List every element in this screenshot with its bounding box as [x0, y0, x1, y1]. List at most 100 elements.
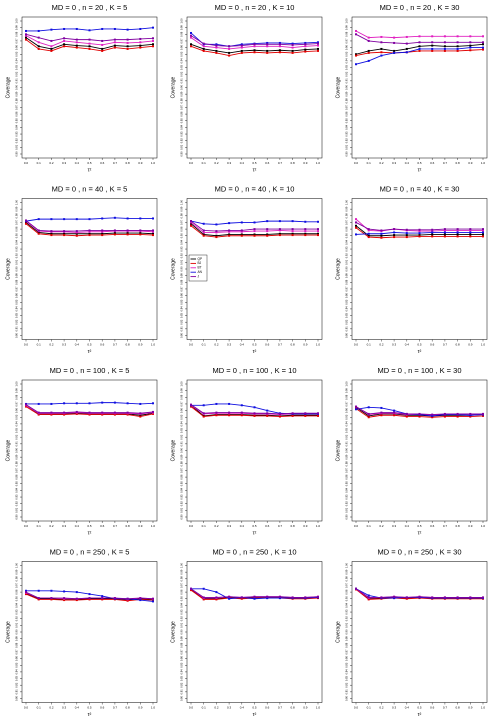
point — [317, 42, 319, 45]
point — [113, 413, 116, 416]
point — [215, 598, 218, 601]
y-tick-label: 0.95 — [15, 233, 19, 239]
y-tick-label: 0.88 — [180, 279, 184, 285]
y-tick-label: 0.85 — [180, 299, 184, 305]
point — [443, 412, 446, 415]
point — [482, 41, 484, 44]
point — [25, 219, 27, 222]
y-tick-label: 0.93 — [345, 427, 349, 433]
point — [152, 37, 154, 40]
y-tick-label: 0.99 — [345, 206, 349, 212]
panel: MD = 0 , n = 40 , K = 50.800.810.820.830… — [5, 184, 158, 355]
point — [63, 45, 66, 48]
y-tick-label: 0.82 — [345, 319, 349, 325]
point — [456, 233, 459, 236]
point — [152, 410, 154, 413]
point — [355, 221, 357, 224]
point — [266, 234, 269, 237]
x-tick-label: 0.6 — [430, 524, 435, 528]
y-tick-label: 0.91 — [180, 259, 184, 265]
point — [253, 43, 256, 46]
point — [88, 413, 91, 416]
y-tick-label: 0.98 — [15, 394, 19, 400]
point — [355, 587, 357, 590]
x-axis-label: τ² — [418, 712, 422, 718]
point — [88, 47, 91, 50]
y-tick-label: 0.86 — [180, 111, 184, 117]
point — [266, 49, 269, 52]
point — [152, 217, 154, 220]
x-tick-label: 0.8 — [456, 161, 461, 165]
point — [443, 45, 446, 48]
point — [367, 234, 370, 237]
y-tick-label: 0.80 — [180, 695, 184, 701]
point — [291, 49, 294, 52]
point — [139, 229, 142, 232]
y-tick-label: 0.98 — [15, 31, 19, 37]
point — [456, 412, 459, 415]
point — [317, 47, 319, 50]
point — [291, 228, 294, 231]
point — [405, 35, 408, 38]
point — [202, 229, 205, 232]
point — [152, 402, 154, 405]
y-tick-label: 0.93 — [180, 427, 184, 433]
x-axis-label: τ² — [418, 167, 422, 173]
point — [278, 415, 281, 418]
x-tick-label: 0.0 — [354, 705, 359, 709]
point — [50, 411, 53, 414]
point — [50, 28, 53, 31]
legend-label: BT — [198, 266, 202, 270]
x-tick-label: 0.0 — [24, 524, 29, 528]
point — [240, 51, 243, 54]
y-tick-label: 0.93 — [180, 64, 184, 70]
x-tick-label: 0.0 — [189, 161, 194, 165]
y-axis-label: Coverage — [170, 439, 176, 461]
point — [278, 41, 281, 44]
x-axis-label: τ² — [88, 530, 92, 536]
point — [469, 231, 472, 234]
y-tick-label: 0.97 — [15, 219, 19, 225]
plot-frame — [186, 561, 323, 703]
y-tick-label: 1.00 — [15, 562, 19, 568]
point — [126, 597, 129, 600]
point — [101, 47, 104, 50]
x-tick-label: 1.0 — [481, 524, 486, 528]
point — [393, 414, 396, 417]
point — [418, 41, 421, 44]
point — [88, 598, 91, 601]
y-tick-label: 0.84 — [180, 669, 184, 675]
y-tick-label: 0.95 — [15, 596, 19, 602]
y-tick-label: 0.81 — [345, 144, 349, 150]
y-tick-label: 0.88 — [345, 98, 349, 104]
point — [202, 598, 205, 601]
point — [101, 413, 104, 416]
point — [317, 228, 319, 231]
y-tick-label: 1.00 — [15, 199, 19, 205]
point — [101, 598, 104, 601]
y-axis-label: Coverage — [5, 76, 11, 98]
plot-frame — [351, 16, 488, 159]
point — [88, 597, 91, 600]
point — [367, 228, 370, 231]
x-tick-label: 0.3 — [62, 161, 67, 165]
y-tick-label: 0.95 — [180, 51, 184, 57]
y-tick-label: 0.86 — [15, 111, 19, 117]
point — [101, 229, 104, 232]
point — [126, 599, 129, 602]
point — [304, 412, 307, 415]
y-tick-label: 0.94 — [180, 239, 184, 245]
point — [482, 48, 484, 51]
y-tick-label: 0.92 — [345, 434, 349, 440]
y-tick-label: 0.83 — [15, 312, 19, 318]
point — [202, 596, 205, 599]
point — [240, 229, 243, 232]
y-tick-label: 0.88 — [15, 279, 19, 285]
point — [443, 41, 446, 44]
point — [75, 46, 78, 49]
point — [25, 34, 27, 37]
point — [367, 414, 370, 417]
panel-title: MD = 0 , n = 40 , K = 30 — [380, 184, 460, 193]
point — [50, 232, 53, 235]
point — [63, 218, 66, 221]
